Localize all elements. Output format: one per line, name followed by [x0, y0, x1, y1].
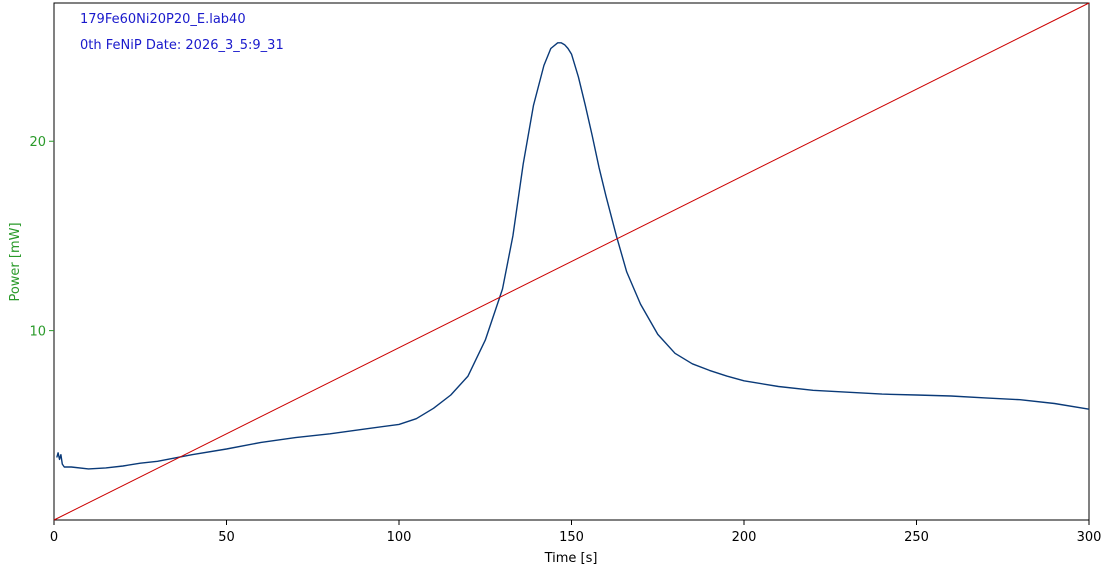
x-tick-label: 50 — [218, 530, 235, 545]
y-axis-label: Power [mW] — [8, 222, 23, 301]
x-tick-label: 0 — [50, 530, 58, 545]
y-tick-label: 10 — [29, 325, 46, 340]
x-tick-label: 300 — [1077, 530, 1102, 545]
x-tick-label: 250 — [904, 530, 929, 545]
x-tick-label: 200 — [732, 530, 757, 545]
series-lines — [53, 2, 1090, 521]
series-line-power — [56, 42, 1090, 470]
x-tick-label: 100 — [387, 530, 412, 545]
x-axis-label: Time [s] — [544, 551, 598, 566]
annotation-filename: 179Fe60Ni20P20_E.lab40 — [80, 12, 246, 27]
series-line-reference — [53, 2, 1090, 521]
y-tick-label: 20 — [29, 135, 46, 150]
axis-ticks: 0 50 100 150 200 250 300 10 20 — [29, 135, 1101, 545]
x-tick-label: 150 — [559, 530, 584, 545]
annotation-date: 0th FeNiP Date: 2026_3_5:9_31 — [80, 38, 284, 53]
